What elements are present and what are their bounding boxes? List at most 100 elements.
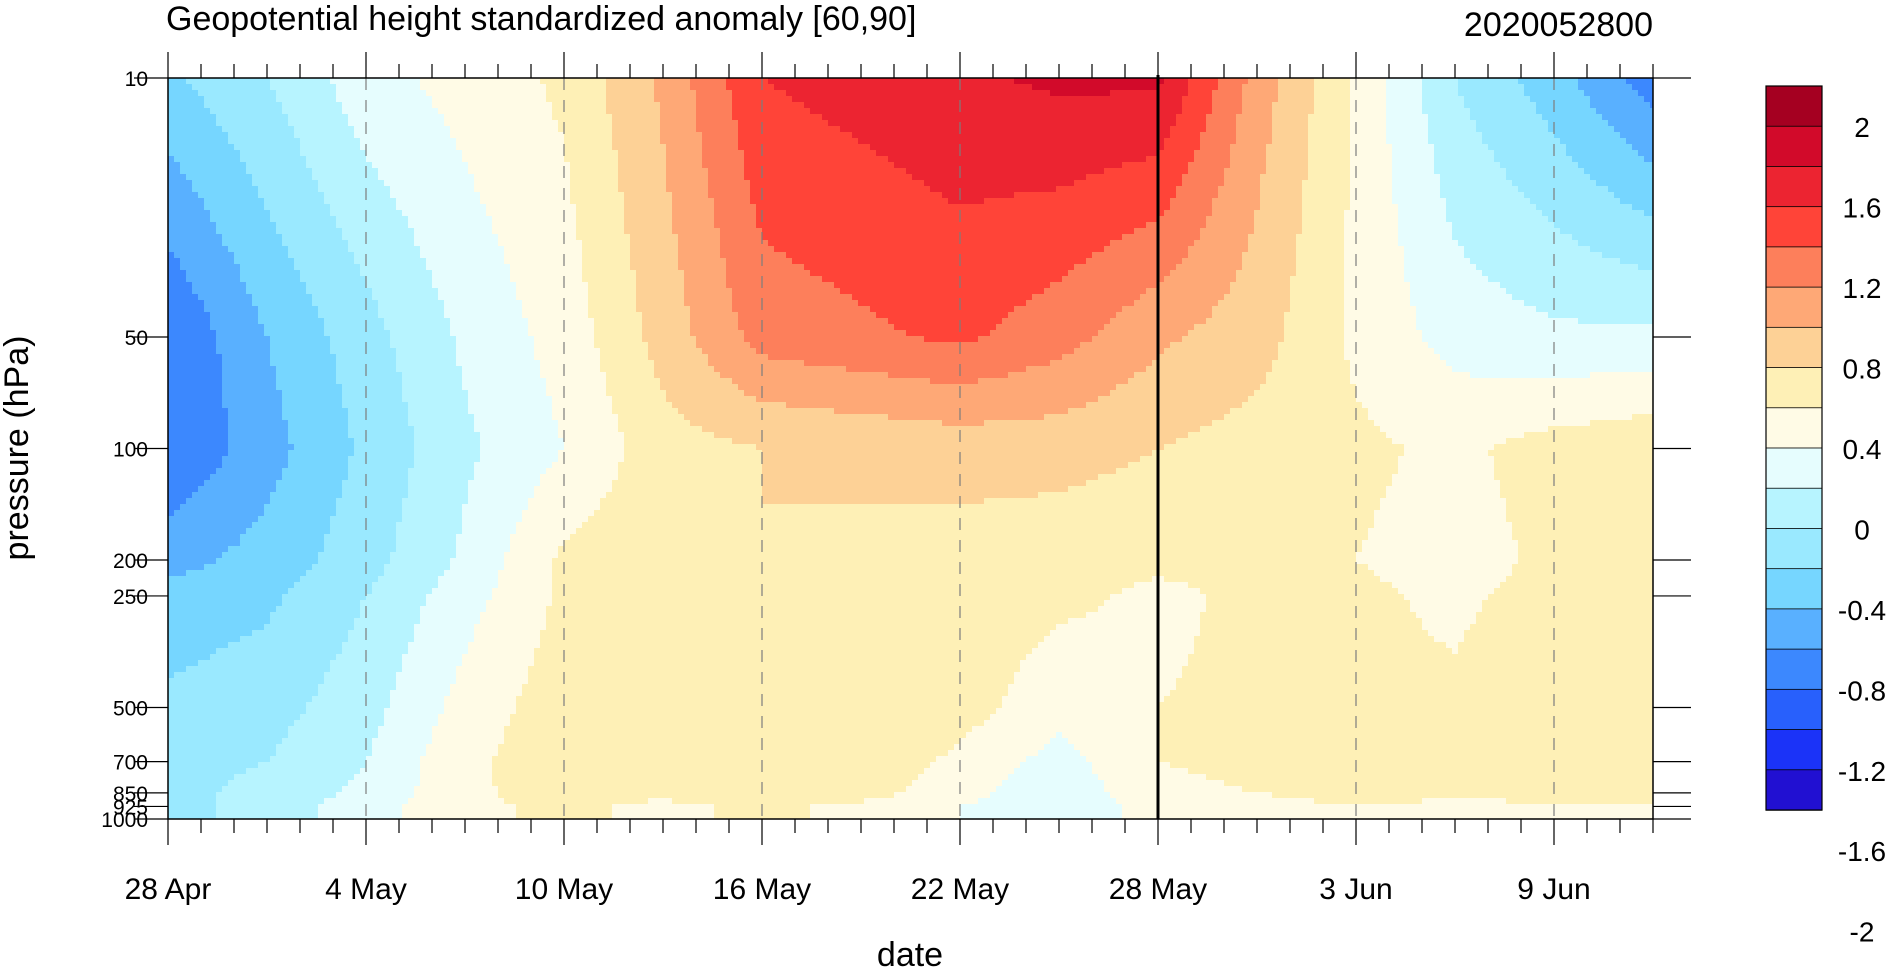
contour-cell bbox=[192, 126, 199, 133]
contour-cell bbox=[294, 102, 301, 109]
contour-cell bbox=[1464, 168, 1471, 175]
contour-cell bbox=[264, 102, 271, 109]
contour-cell bbox=[654, 102, 661, 109]
contour-cell bbox=[738, 156, 745, 163]
contour-cell bbox=[1254, 138, 1261, 145]
contour-cell bbox=[1212, 150, 1219, 157]
contour-cell bbox=[1164, 168, 1171, 175]
contour-cell bbox=[852, 150, 859, 157]
contour-cell bbox=[210, 192, 217, 199]
contour-cell bbox=[570, 90, 577, 97]
contour-cell bbox=[282, 198, 289, 205]
contour-cell bbox=[1548, 180, 1555, 187]
contour-cell bbox=[1098, 114, 1105, 121]
contour-cell bbox=[1578, 120, 1585, 127]
contour-cell bbox=[258, 84, 265, 91]
contour-cell bbox=[1344, 108, 1351, 115]
contour-cell bbox=[1476, 186, 1483, 193]
contour-cell bbox=[348, 90, 355, 97]
contour-cell bbox=[1326, 156, 1333, 163]
contour-cell bbox=[684, 126, 691, 133]
contour-cell bbox=[612, 84, 619, 91]
contour-cell bbox=[1398, 186, 1405, 193]
contour-cell bbox=[1314, 168, 1321, 175]
contour-cell bbox=[810, 84, 817, 91]
contour-cell bbox=[474, 126, 481, 133]
contour-cell bbox=[1032, 102, 1039, 109]
contour-cell bbox=[588, 114, 595, 121]
contour-cell bbox=[534, 132, 541, 139]
contour-cell bbox=[738, 120, 745, 127]
contour-cell bbox=[1356, 186, 1363, 193]
contour-cell bbox=[240, 174, 247, 181]
contour-cell bbox=[1530, 180, 1537, 187]
contour-cell bbox=[672, 96, 679, 103]
contour-cell bbox=[1482, 150, 1489, 157]
contour-cell bbox=[666, 156, 673, 163]
contour-cell bbox=[1542, 138, 1549, 145]
contour-cell bbox=[948, 102, 955, 109]
contour-cell bbox=[678, 102, 685, 109]
contour-cell bbox=[684, 186, 691, 193]
contour-cell bbox=[606, 96, 613, 103]
contour-cell bbox=[1440, 180, 1447, 187]
contour-cell bbox=[720, 150, 727, 157]
contour-cell bbox=[696, 180, 703, 187]
contour-cell bbox=[744, 156, 751, 163]
contour-cell bbox=[648, 168, 655, 175]
contour-cell bbox=[294, 108, 301, 115]
contour-cell bbox=[354, 132, 361, 139]
contour-cell bbox=[1518, 108, 1525, 115]
contour-cell bbox=[1542, 150, 1549, 157]
contour-cell bbox=[1074, 120, 1081, 127]
contour-cell bbox=[1542, 186, 1549, 193]
contour-cell bbox=[1104, 114, 1111, 121]
contour-cell bbox=[624, 120, 631, 127]
contour-cell bbox=[798, 90, 805, 97]
contour-cell bbox=[900, 156, 907, 163]
contour-cell bbox=[306, 144, 313, 151]
contour-cell bbox=[558, 162, 565, 169]
contour-cell bbox=[1170, 126, 1177, 133]
contour-cell bbox=[1140, 144, 1147, 151]
contour-cell bbox=[1344, 78, 1351, 85]
contour-cell bbox=[1590, 132, 1597, 139]
contour-cell bbox=[480, 96, 487, 103]
contour-cell bbox=[1170, 78, 1177, 85]
contour-cell bbox=[246, 174, 253, 181]
contour-cell bbox=[342, 162, 349, 169]
contour-cell bbox=[252, 96, 259, 103]
contour-cell bbox=[1380, 78, 1387, 85]
contour-cell bbox=[1044, 114, 1051, 121]
contour-cell bbox=[810, 162, 817, 169]
contour-cell bbox=[396, 78, 403, 85]
contour-cell bbox=[216, 78, 223, 85]
contour-cell bbox=[1116, 102, 1123, 109]
contour-cell bbox=[1218, 138, 1225, 145]
contour-cell bbox=[1218, 84, 1225, 91]
contour-cell bbox=[1020, 156, 1027, 163]
contour-cell bbox=[1368, 84, 1375, 91]
contour-cell bbox=[168, 156, 175, 163]
contour-cell bbox=[1566, 126, 1573, 133]
contour-cell bbox=[774, 180, 781, 187]
contour-cell bbox=[372, 120, 379, 127]
contour-cell bbox=[1506, 84, 1513, 91]
contour-cell bbox=[834, 120, 841, 127]
contour-cell bbox=[318, 174, 325, 181]
contour-cell bbox=[564, 156, 571, 163]
contour-cell bbox=[1032, 156, 1039, 163]
contour-cell bbox=[1506, 78, 1513, 85]
contour-cell bbox=[1266, 156, 1273, 163]
contour-cell bbox=[1278, 90, 1285, 97]
contour-cell bbox=[654, 150, 661, 157]
contour-cell bbox=[948, 156, 955, 163]
contour-cell bbox=[432, 108, 439, 115]
contour-cell bbox=[1236, 180, 1243, 187]
contour-cell bbox=[306, 90, 313, 97]
contour-cell bbox=[984, 78, 991, 85]
contour-cell bbox=[1428, 132, 1435, 139]
contour-cell bbox=[360, 150, 367, 157]
contour-cell bbox=[330, 150, 337, 157]
contour-cell bbox=[1416, 162, 1423, 169]
